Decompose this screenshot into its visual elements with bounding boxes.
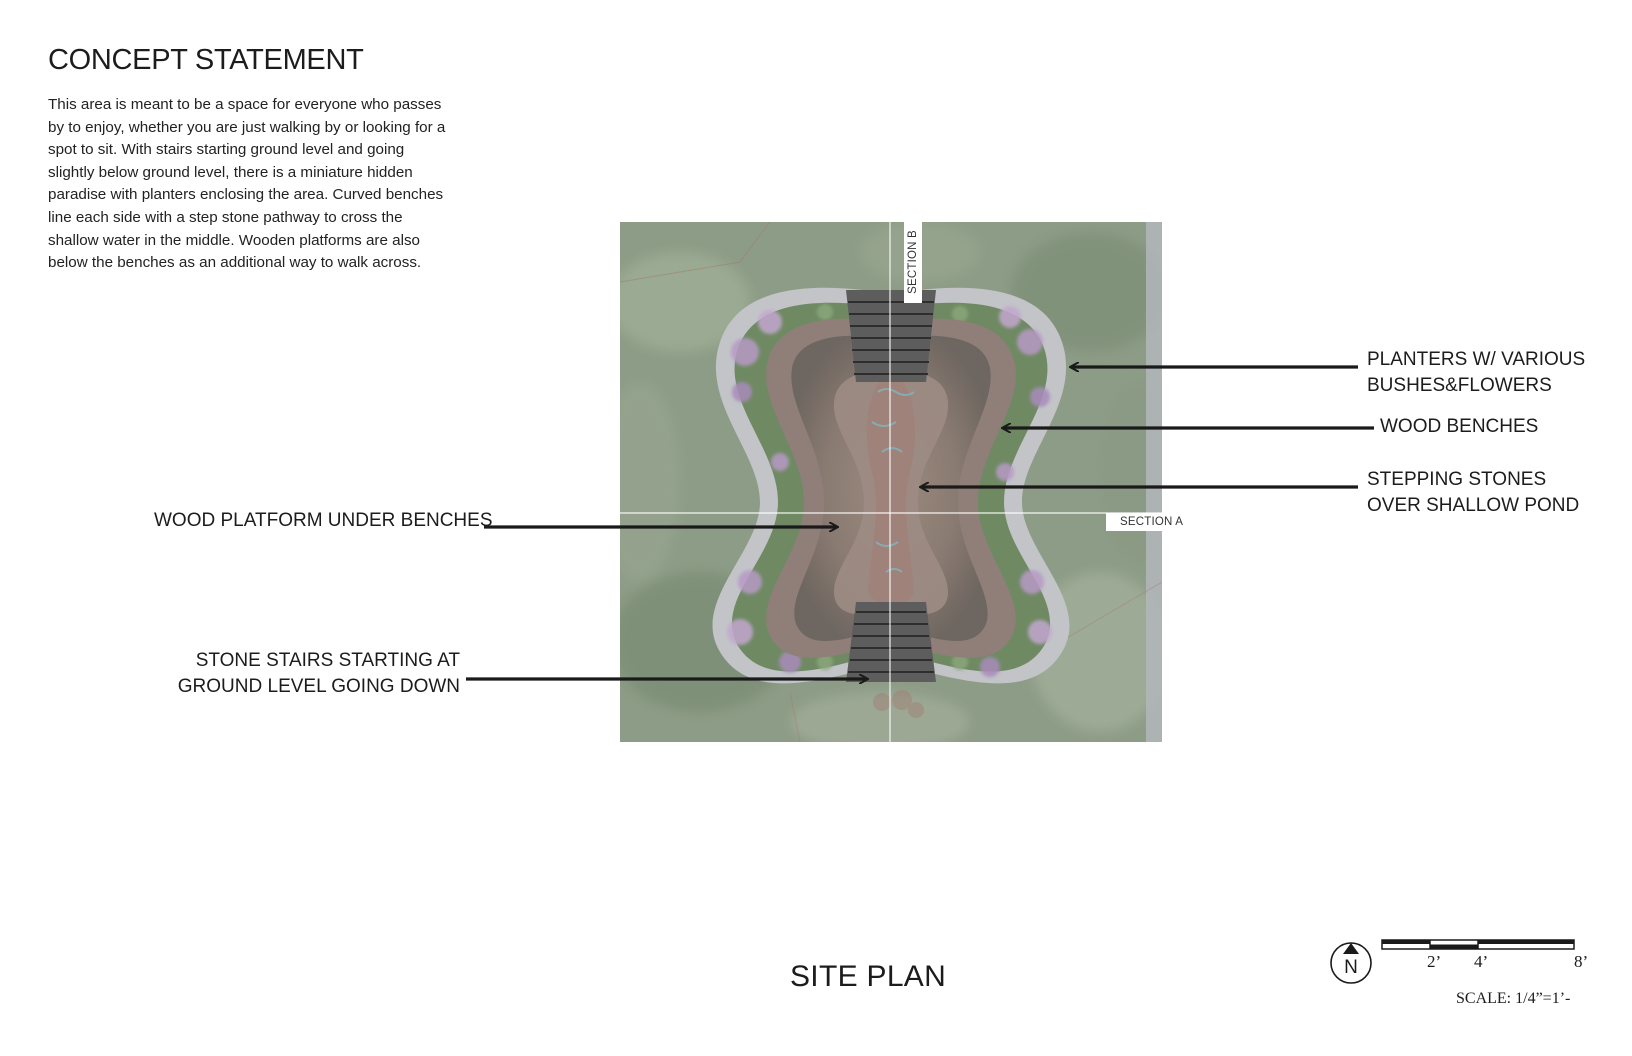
- planter-flowers: [727, 304, 1052, 677]
- stone-stairs-label: STONE STAIRS STARTING AT GROUND LEVEL GO…: [177, 650, 460, 697]
- north-label: N: [1344, 957, 1358, 978]
- ground-marks: [873, 690, 924, 718]
- planters-label: PLANTERS W/ VARIOUS BUSHES&FLOWERS: [1367, 349, 1586, 396]
- scale-tick-2: 2’: [1427, 952, 1442, 971]
- concept-statement-body: This area is meant to be a space for eve…: [48, 96, 446, 272]
- right-edge-strip: [1146, 222, 1162, 742]
- site-plan-title: SITE PLAN: [790, 960, 947, 993]
- stepping-stones-path: [866, 372, 916, 609]
- north-arrow-icon: N: [1330, 942, 1372, 984]
- concept-statement-title: CONCEPT STATEMENT: [48, 44, 364, 76]
- scale-tick-8: 8’: [1574, 952, 1589, 971]
- section-b-tag: SECTION B: [904, 221, 922, 303]
- stepping-stones-label: STEPPING STONES OVER SHALLOW POND: [1367, 469, 1580, 516]
- scale-text: SCALE: 1/4”=1’-: [1456, 990, 1571, 1007]
- stone-stairs-bottom: [846, 602, 936, 682]
- site-plan-drawing: [620, 222, 1162, 742]
- wood-benches-label: WOOD BENCHES: [1380, 416, 1539, 437]
- section-a-tag: SECTION A: [1106, 513, 1190, 531]
- stone-stairs-top: [846, 290, 936, 382]
- water-highlights: [871, 388, 915, 573]
- wood-platform-label: WOOD PLATFORM UNDER BENCHES: [154, 510, 493, 531]
- scale-bar: [1381, 939, 1575, 950]
- scale-tick-4: 4’: [1474, 952, 1489, 971]
